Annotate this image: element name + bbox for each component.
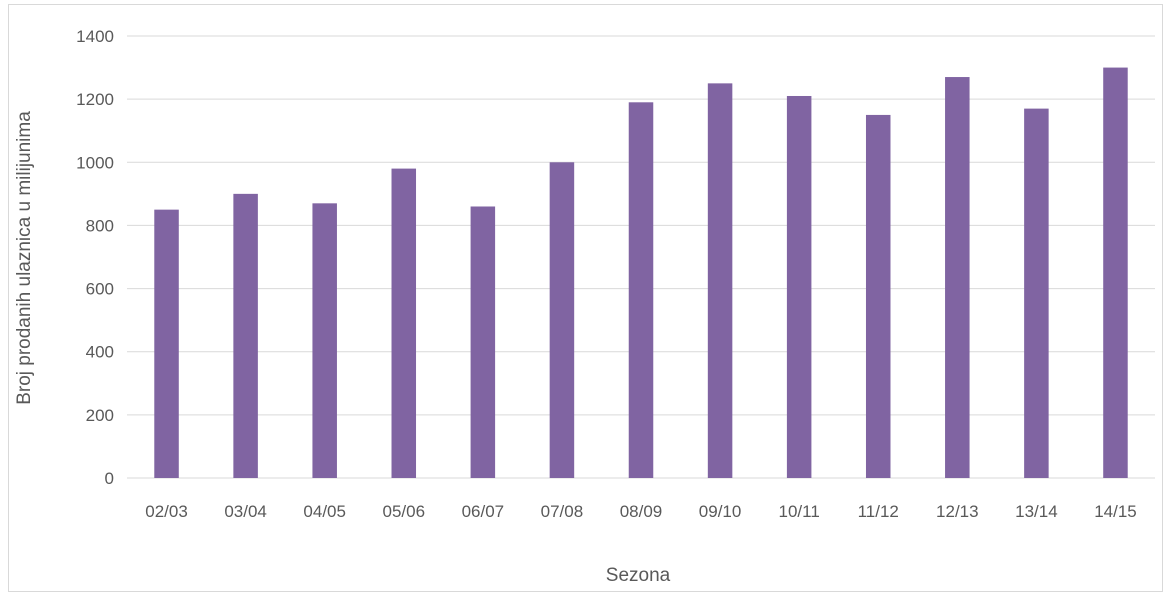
x-tick-label: 02/03 [145, 502, 188, 521]
x-tick-label: 10/11 [779, 502, 820, 521]
bar [470, 206, 496, 478]
bar [154, 209, 179, 478]
bar [1103, 67, 1128, 479]
x-tick-label: 04/05 [303, 502, 346, 521]
x-tick-label: 03/04 [224, 502, 267, 521]
y-axis-title: Broj prodanih ulaznica u milijunima [14, 111, 35, 405]
y-tick-label: 0 [105, 469, 114, 488]
bar [233, 193, 258, 478]
bars [154, 67, 1128, 479]
bar [391, 168, 417, 478]
y-tick-label: 1400 [76, 27, 114, 46]
chart-frame [8, 4, 1163, 592]
bar [865, 114, 891, 478]
x-tick-label: 09/10 [699, 502, 742, 521]
x-tick-label: 08/09 [620, 502, 663, 521]
x-tick-label: 07/08 [541, 502, 584, 521]
bar [945, 77, 970, 479]
x-tick-label: 06/07 [462, 502, 505, 521]
y-tick-label: 1000 [76, 153, 114, 172]
x-tick-label: 05/06 [382, 502, 425, 521]
x-tick-labels: 02/03 03/04 04/05 05/06 06/07 07/08 08/09 09/10… [145, 502, 1136, 521]
bar [628, 102, 654, 479]
bar [549, 162, 575, 479]
y-tick-label: 1200 [76, 90, 114, 109]
bar [1024, 108, 1049, 478]
x-tick-label: 12/13 [936, 502, 979, 521]
bar [707, 83, 733, 478]
x-tick-label: 14/15 [1094, 502, 1137, 521]
y-tick-label: 800 [86, 216, 114, 235]
bar [786, 95, 812, 478]
bar [312, 203, 337, 479]
y-tick-label: 200 [86, 406, 114, 425]
y-tick-labels: 0 200 400 600 800 1000 1200 1400 [76, 27, 114, 488]
y-tick-label: 400 [86, 343, 114, 362]
x-axis-title: Sezona [606, 565, 671, 586]
y-tick-label: 600 [86, 280, 114, 299]
x-tick-label: 11/12 [858, 502, 899, 521]
x-tick-label: 13/14 [1015, 502, 1058, 521]
